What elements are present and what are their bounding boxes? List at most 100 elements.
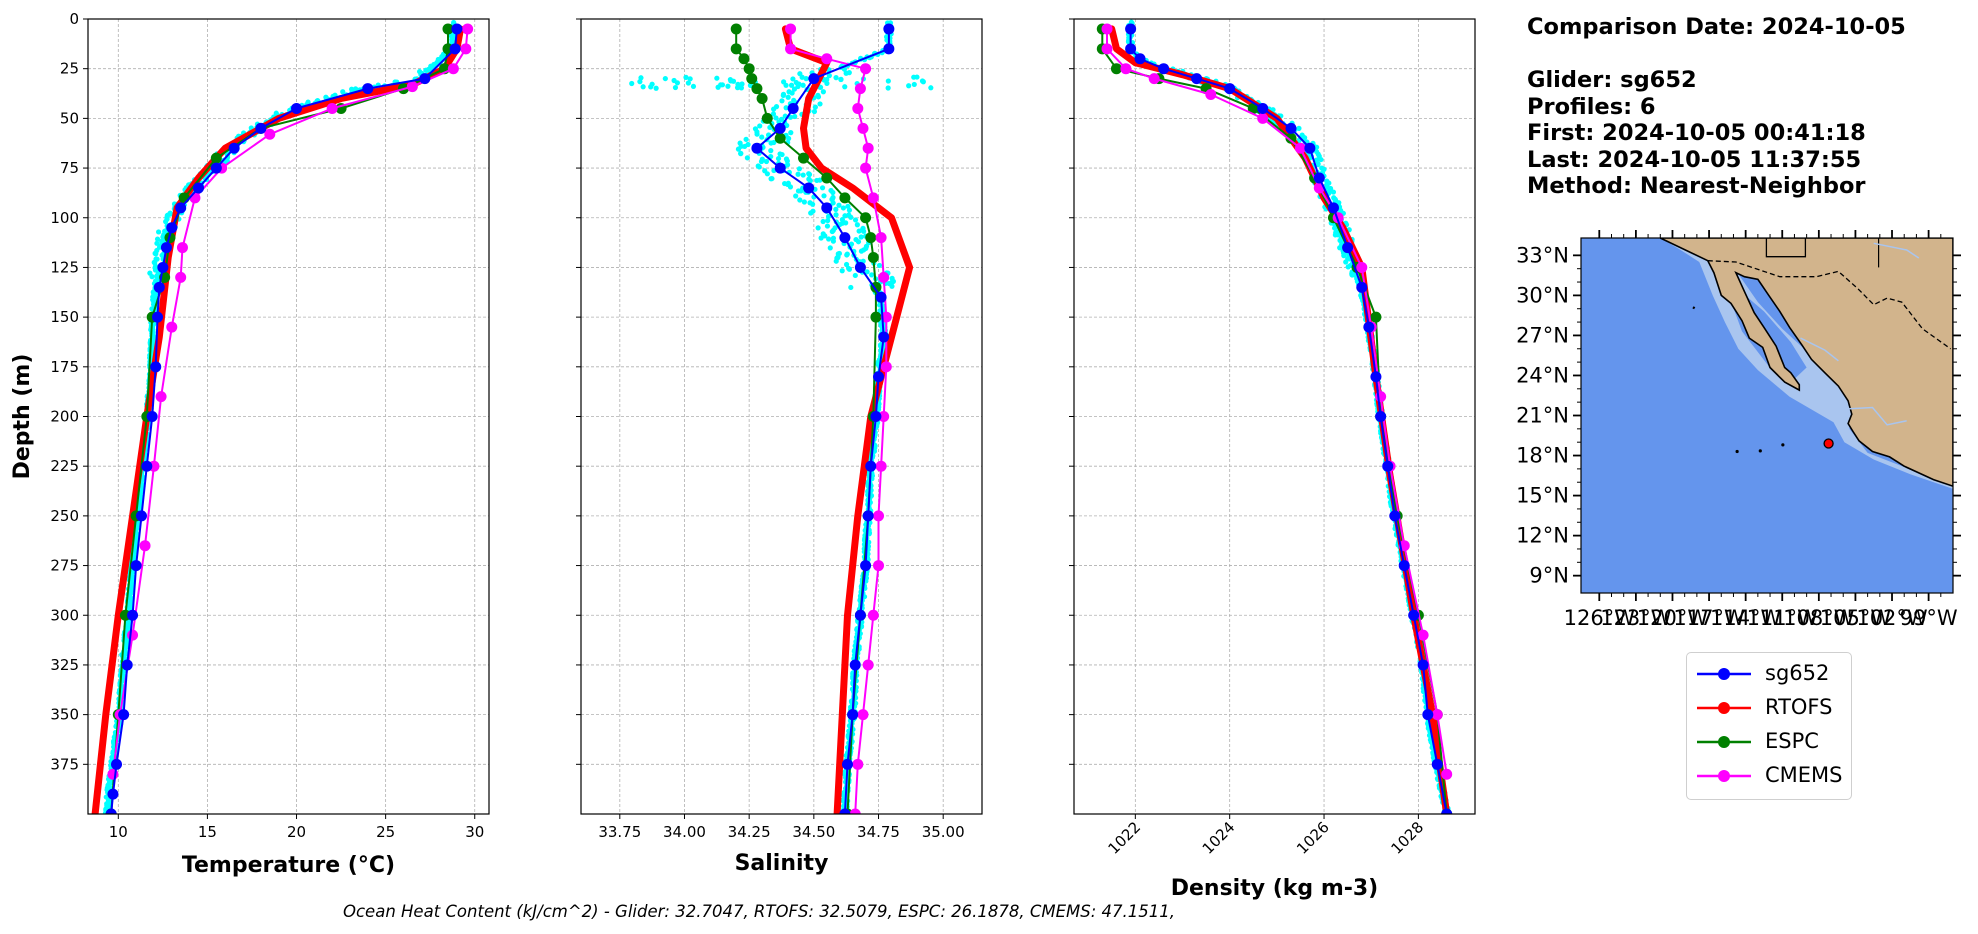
data-point-sg652 <box>1191 73 1203 85</box>
raw-observation-point <box>906 83 912 89</box>
series-cmems <box>785 23 892 814</box>
y-tick-label: 225 <box>50 457 79 475</box>
ocean-heat-content-caption: Ocean Heat Content (kJ/cm^2) - Glider: 3… <box>343 902 1176 921</box>
raw-observation-point <box>1343 259 1349 265</box>
raw-observation-point <box>826 236 832 242</box>
longitude-label: 99°W <box>1900 606 1958 630</box>
data-point-cmems <box>155 391 167 403</box>
raw-observation-point <box>1341 253 1347 259</box>
data-point-espc <box>178 192 190 204</box>
raw-observation-point <box>784 158 790 164</box>
legend-label: sg652 <box>1765 661 1830 685</box>
data-point-sg652 <box>1224 83 1236 95</box>
map-area <box>1581 238 1953 593</box>
raw-observation-point <box>791 86 798 92</box>
data-point-sg652 <box>875 291 887 303</box>
legend-item-espc: ESPC <box>1695 727 1850 757</box>
raw-observation-point <box>743 136 749 142</box>
raw-observation-point <box>744 155 750 161</box>
series-sg652 <box>751 23 895 814</box>
raw-observation-point <box>833 75 839 81</box>
data-point-sg652 <box>803 182 815 194</box>
data-point-sg652 <box>1304 142 1316 154</box>
raw-observation-point <box>759 134 765 140</box>
river <box>1800 337 1839 362</box>
raw-observation-point <box>825 213 832 219</box>
profile-plots: 0 25 50 75 100 125 150 175 200 225 250 275 300 325 350… <box>10 10 1476 901</box>
series-line-rtofs <box>1108 25 1451 814</box>
x-axis-label: Density (kg m-3) <box>1171 876 1379 901</box>
raw-observation-point <box>637 79 643 85</box>
info-panel: Comparison Date: 2024-10-05 Glider: sg652… <box>1527 14 1906 200</box>
data-point-cmems <box>326 102 338 114</box>
data-point-sg652 <box>135 510 147 522</box>
data-point-cmems <box>1441 768 1453 780</box>
data-point-sg652 <box>160 242 172 254</box>
raw-observation-point <box>852 217 859 223</box>
data-point-sg652 <box>860 560 872 572</box>
raw-observation-point <box>843 261 850 268</box>
raw-observation-point <box>848 284 854 291</box>
series-line-sg652 <box>110 27 458 814</box>
raw-observation-point <box>798 188 804 194</box>
island <box>1692 306 1696 310</box>
series-rtofs <box>781 25 914 814</box>
data-point-espc <box>756 93 768 104</box>
raw-observation-point <box>830 194 836 201</box>
latitude-label: 21°N <box>1516 404 1569 428</box>
series-espc <box>1096 23 1453 814</box>
data-point-espc <box>870 311 882 323</box>
data-point-sg652 <box>153 281 165 293</box>
data-point-cmems <box>857 709 869 721</box>
raw-observation-point <box>842 213 848 219</box>
data-point-cmems <box>878 271 890 283</box>
data-point-sg652 <box>1422 709 1434 721</box>
data-point-sg652 <box>111 758 123 770</box>
plot-area <box>91 19 474 814</box>
y-tick-label: 250 <box>50 507 79 525</box>
data-point-sg652 <box>118 709 130 721</box>
y-tick-label: 300 <box>50 606 79 624</box>
raw-observation-point <box>758 158 765 165</box>
series-line-sg652 <box>1129 27 1448 814</box>
raw-observation-point <box>911 74 917 80</box>
data-point-sg652 <box>1408 609 1420 621</box>
comparison-date: Comparison Date: 2024-10-05 <box>1527 14 1906 40</box>
data-point-sg652 <box>862 510 874 522</box>
series-line-cmems <box>112 27 469 776</box>
x-tick-label: 1022 <box>1104 818 1144 858</box>
legend-item-cmems: CMEMS <box>1695 761 1850 791</box>
raw-observation-point <box>787 184 794 190</box>
x-tick-label: 10 <box>109 823 128 841</box>
series-line-cmems <box>1106 27 1448 776</box>
raw-observation-point <box>768 176 774 182</box>
data-point-espc <box>839 192 851 204</box>
data-point-cmems <box>852 758 864 770</box>
raw-observation-point <box>685 80 691 86</box>
data-point-espc <box>1285 132 1297 144</box>
island <box>1781 443 1785 447</box>
data-point-cmems <box>1294 142 1306 154</box>
data-point-sg652 <box>1431 758 1443 770</box>
data-point-sg652 <box>291 102 303 114</box>
raw-observation-point <box>795 171 801 177</box>
data-point-cmems <box>107 768 119 780</box>
raw-observation-point <box>149 274 155 280</box>
longitude-label: 111°W <box>1747 606 1819 630</box>
x-tick-label: 1028 <box>1387 818 1427 858</box>
raw-observation-point <box>889 283 895 289</box>
data-point-cmems <box>127 629 139 641</box>
raw-observation-point <box>742 143 748 150</box>
longitude-label: 126°W <box>1564 606 1636 630</box>
legend-marker <box>1718 770 1730 782</box>
longitude-label: 123°W <box>1600 606 1672 630</box>
data-point-cmems <box>873 560 885 572</box>
series-rtofs <box>1108 25 1451 814</box>
raw-observation-point <box>1296 125 1302 131</box>
raw-observation-point <box>846 266 853 272</box>
raw-observation-point <box>825 217 831 224</box>
raw-observation-point <box>885 85 891 91</box>
raw-observation-point <box>780 91 787 97</box>
raw-observation-point <box>796 81 802 87</box>
